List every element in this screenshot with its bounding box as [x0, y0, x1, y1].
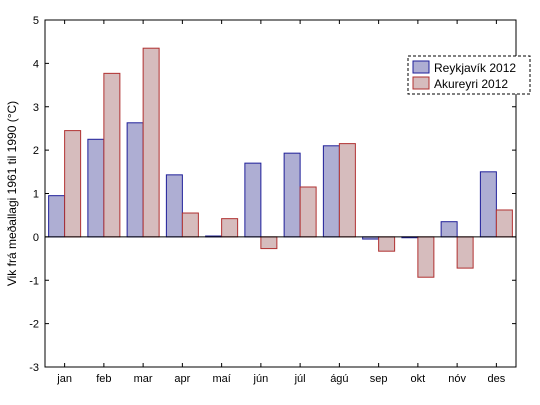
x-tick-label-1: feb: [96, 373, 111, 385]
y-tick-label: -3: [29, 362, 39, 374]
bar-akureyri-11: [495, 209, 513, 238]
y-tick-label: 4: [33, 58, 39, 70]
y-tick-label: 1: [33, 189, 39, 201]
bar-reykjavik-10: [440, 221, 458, 238]
y-tick-label: 2: [33, 145, 39, 157]
plot-area: [44, 19, 517, 368]
bar-akureyri-7: [338, 143, 356, 238]
bar-reykjavik-0: [48, 195, 66, 238]
bar-akureyri-1: [103, 72, 121, 238]
bar-akureyri-10: [456, 236, 474, 269]
y-tick-label: 3: [33, 102, 39, 114]
bar-akureyri-2: [142, 47, 160, 238]
x-axis: jan feb mar apr maí jún júl ágú sep okt nóv des: [56, 20, 506, 385]
bar-reykjavik-5: [244, 162, 262, 238]
bar-akureyri-5: [260, 236, 278, 250]
legend-swatch-1: [412, 76, 430, 90]
bar-akureyri-6: [299, 186, 317, 238]
legend-swatch-0: [412, 60, 430, 74]
legend-label-1: Akureyri 2012: [434, 77, 508, 91]
bar-reykjavik-6: [283, 152, 301, 238]
y-axis-label: Vik frá meðallagi 1961 til 1990 (°C): [5, 101, 19, 286]
y-axis: -3 -2 -1 0 1 2 3 4 5: [29, 15, 516, 374]
bar-reykjavik-11: [479, 171, 497, 238]
x-tick-label-11: des: [488, 373, 506, 385]
legend: Reykjavík 2012 Akureyri 2012: [407, 55, 531, 95]
y-tick-label: 5: [33, 15, 39, 27]
y-tick-label: -2: [29, 319, 39, 331]
bar-reykjavik-3: [165, 174, 183, 238]
bar-akureyri-0: [64, 130, 82, 238]
bar-reykjavik-7: [322, 145, 340, 238]
bar-reykjavik-1: [87, 138, 105, 238]
bar-akureyri-8: [378, 236, 396, 252]
x-tick-label-2: mar: [134, 373, 153, 385]
y-tick-label: 0: [33, 232, 39, 244]
x-tick-label-8: sep: [370, 373, 388, 385]
bar-akureyri-3: [181, 212, 199, 238]
x-tick-label-6: júl: [294, 373, 306, 385]
x-tick-label-9: okt: [411, 373, 426, 385]
x-tick-label-3: apr: [174, 373, 190, 385]
y-tick-label: -1: [29, 275, 39, 287]
bar-reykjavik-2: [126, 122, 144, 238]
x-tick-label-7: ágú: [330, 373, 348, 385]
x-tick-label-10: nóv: [448, 373, 466, 385]
bar-akureyri-4: [221, 218, 239, 238]
x-tick-label-4: maí: [212, 373, 230, 385]
legend-label-0: Reykjavík 2012: [434, 61, 516, 75]
x-tick-label-0: jan: [56, 373, 72, 385]
x-tick-label-5: jún: [253, 373, 269, 385]
bar-akureyri-9: [417, 236, 435, 278]
